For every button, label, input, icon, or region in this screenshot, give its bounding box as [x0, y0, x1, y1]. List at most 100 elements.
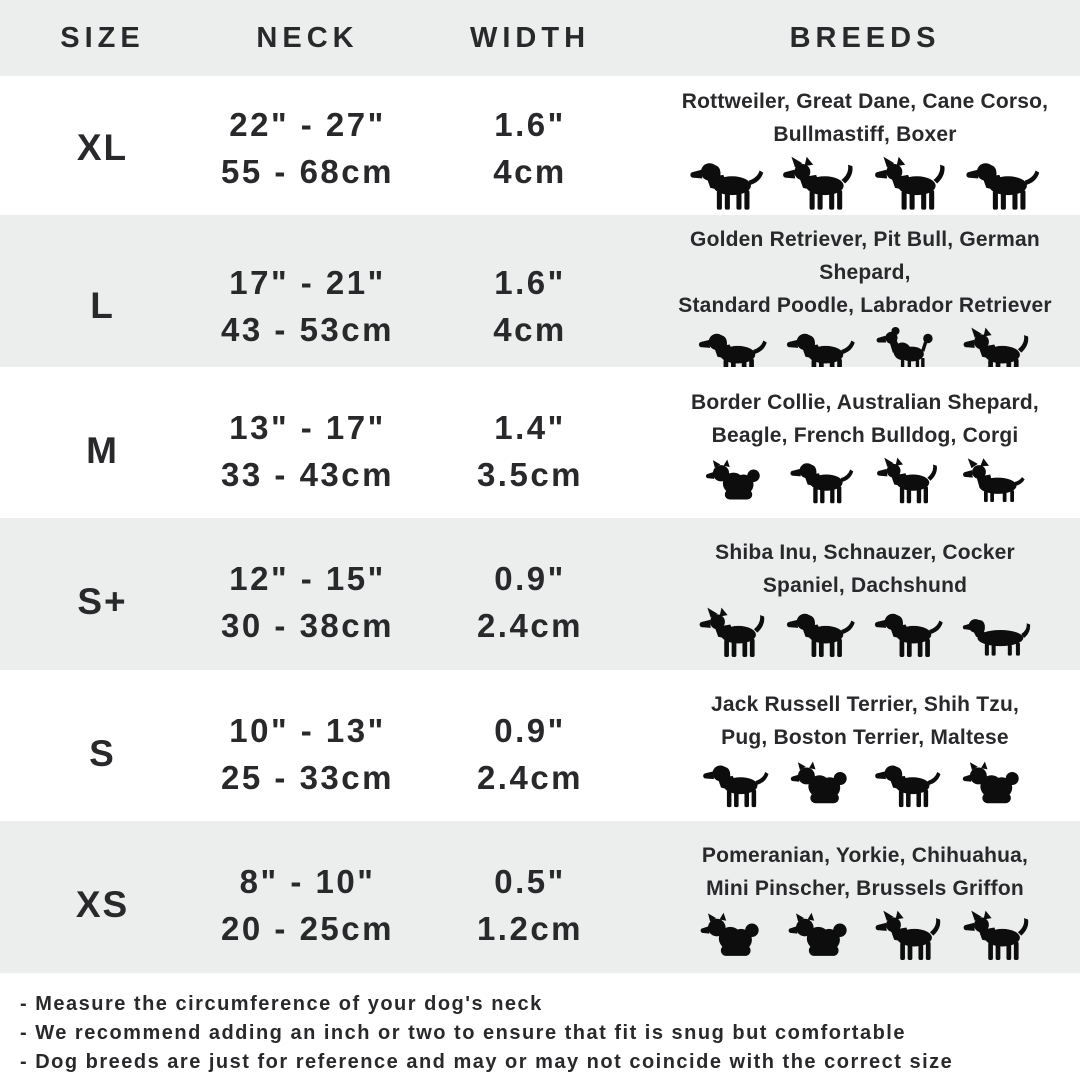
size-label: S+ [77, 581, 128, 622]
breeds-cell: Rottweiler, Great Dane, Cane Corso, Bull… [650, 76, 1080, 215]
mini-pinscher-dog-icon [961, 910, 1033, 964]
yorkie-dog-icon [785, 910, 857, 964]
neck-measurement: 10" - 13" 25 - 33cm [205, 670, 410, 821]
jack-russell-dog-icon [701, 759, 771, 811]
breeds-cell: Golden Retriever, Pit Bull, German Shepa… [650, 215, 1080, 381]
breeds-line: Pug, Boston Terrier, Maltese [721, 726, 1009, 749]
breeds-list: Rottweiler, Great Dane, Cane Corso, Bull… [682, 85, 1048, 151]
dog-silhouettes [701, 457, 1029, 507]
width-measurement: 1.4" 3.5cm [410, 367, 650, 518]
breeds-list: Golden Retriever, Pit Bull, German Shepa… [650, 223, 1080, 322]
breeds-cell: Pomeranian, Yorkie, Chihuahua, Mini Pins… [650, 821, 1080, 973]
shiba-inu-dog-icon [697, 607, 769, 661]
french-bulldog-dog-icon [873, 457, 943, 507]
neck-inches: 10" - 13" [229, 711, 386, 749]
breeds-line: Jack Russell Terrier, Shih Tzu, [710, 693, 1020, 716]
breeds-line: Pomeranian, Yorkie, Chihuahua, [701, 843, 1029, 867]
width-measurement: 1.6" 4cm [410, 76, 650, 215]
breeds-line: Rottweiler, Great Dane, Cane Corso, [681, 90, 1049, 113]
neck-measurement: 12" - 15" 30 - 38cm [205, 518, 410, 670]
size-label: M [86, 429, 119, 471]
dog-silhouettes [689, 156, 1041, 214]
pomeranian-dog-icon [697, 910, 769, 964]
table-row-xs: XS 8" - 10" 20 - 25cm 0.5" 1.2cm Pomeran… [0, 821, 1080, 973]
cane-corso-dog-icon [873, 156, 949, 214]
neck-inches: 13" - 17" [229, 408, 386, 446]
width-measurement: 0.9" 2.4cm [410, 670, 650, 821]
width-measurement: 0.9" 2.4cm [410, 518, 650, 670]
rottweiler-dog-icon [689, 156, 765, 214]
size-label: XL [76, 126, 129, 168]
width-inches: 0.9" [494, 560, 566, 597]
chihuahua-dog-icon [873, 910, 945, 964]
neck-measurement: 17" - 21" 43 - 53cm [205, 215, 410, 381]
pug-dog-icon [873, 759, 943, 811]
width-cm: 2.4cm [476, 758, 584, 796]
table-header-row: SIZE NECK WIDTH BREEDS [0, 0, 1080, 76]
neck-measurement: 22" - 27" 55 - 68cm [205, 76, 410, 215]
schnauzer-dog-icon [785, 607, 857, 661]
maltese-dog-icon [959, 759, 1029, 811]
width-cm: 1.2cm [476, 910, 584, 947]
width-inches: 0.5" [494, 863, 566, 900]
size-label: S [89, 732, 116, 774]
neck-inches: 12" - 15" [229, 560, 386, 597]
neck-measurement: 13" - 17" 33 - 43cm [205, 367, 410, 518]
breeds-line: Spaniel, Dachshund [762, 573, 968, 597]
dog-silhouettes [697, 910, 1033, 964]
column-header-size: SIZE [60, 21, 145, 54]
dog-silhouettes [701, 759, 1029, 811]
neck-inches: 8" - 10" [239, 863, 376, 900]
column-header-width: WIDTH [469, 21, 591, 54]
neck-cm: 20 - 25cm [221, 910, 394, 947]
column-header-breeds: BREEDS [789, 21, 941, 54]
width-inches: 1.4" [494, 408, 566, 446]
cocker-spaniel-dog-icon [873, 607, 945, 661]
table-row-xl: XL 22" - 27" 55 - 68cm 1.6" 4cm Rottweil… [0, 76, 1080, 215]
width-cm: 4cm [493, 152, 567, 190]
neck-inches: 17" - 21" [229, 264, 386, 301]
neck-measurement: 8" - 10" 20 - 25cm [205, 821, 410, 973]
dachshund-dog-icon [961, 607, 1033, 661]
width-cm: 2.4cm [476, 607, 584, 644]
breeds-line: Golden Retriever, Pit Bull, German Shepa… [690, 228, 1040, 284]
breeds-cell: Shiba Inu, Schnauzer, Cocker Spaniel, Da… [650, 518, 1080, 670]
footnote-measure: - Measure the circumference of your dog'… [20, 993, 543, 1015]
beagle-dog-icon [787, 457, 857, 507]
table-row-m: M 13" - 17" 33 - 43cm 1.4" 3.5cm Border … [0, 367, 1080, 518]
width-inches: 1.6" [494, 264, 566, 301]
breeds-line: Shiba Inu, Schnauzer, Cocker [715, 540, 1015, 564]
width-inches: 1.6" [494, 105, 566, 143]
neck-cm: 33 - 43cm [221, 455, 394, 493]
neck-cm: 25 - 33cm [221, 758, 394, 796]
footnote-recommend: - We recommend adding an inch or two to … [20, 1022, 906, 1044]
neck-inches: 22" - 27" [229, 105, 386, 143]
neck-cm: 30 - 38cm [221, 607, 394, 644]
breeds-line: Bullmastiff, Boxer [773, 123, 957, 146]
breeds-cell: Jack Russell Terrier, Shih Tzu, Pug, Bos… [650, 670, 1080, 821]
table-row-l: L 17" - 21" 43 - 53cm 1.6" 4cm Golden Re… [0, 215, 1080, 367]
width-cm: 3.5cm [476, 455, 584, 493]
breeds-line: Border Collie, Australian Shepard, [691, 391, 1039, 414]
great-dane-dog-icon [781, 156, 857, 214]
width-cm: 4cm [493, 311, 567, 348]
breeds-list: Jack Russell Terrier, Shih Tzu, Pug, Bos… [711, 688, 1019, 754]
breeds-cell: Border Collie, Australian Shepard, Beagl… [650, 367, 1080, 518]
australian-shepard-dog-icon [701, 457, 771, 507]
neck-cm: 43 - 53cm [221, 311, 394, 348]
shih-tzu-dog-icon [787, 759, 857, 811]
bullmastiff-dog-icon [965, 156, 1041, 214]
width-measurement: 1.6" 4cm [410, 215, 650, 381]
footnote-reference: - Dog breeds are just for reference and … [20, 1051, 954, 1073]
size-label: XS [75, 884, 130, 925]
footnotes: - Measure the circumference of your dog'… [0, 973, 1080, 1080]
breeds-list: Shiba Inu, Schnauzer, Cocker Spaniel, Da… [715, 536, 1015, 602]
corgi-dog-icon [959, 457, 1029, 507]
breeds-line: Mini Pinscher, Brussels Griffon [706, 876, 1024, 900]
size-label: L [90, 285, 115, 326]
column-header-neck: NECK [256, 21, 359, 54]
dog-silhouettes [697, 607, 1033, 661]
width-measurement: 0.5" 1.2cm [410, 821, 650, 973]
breeds-list: Border Collie, Australian Shepard, Beagl… [691, 386, 1039, 452]
